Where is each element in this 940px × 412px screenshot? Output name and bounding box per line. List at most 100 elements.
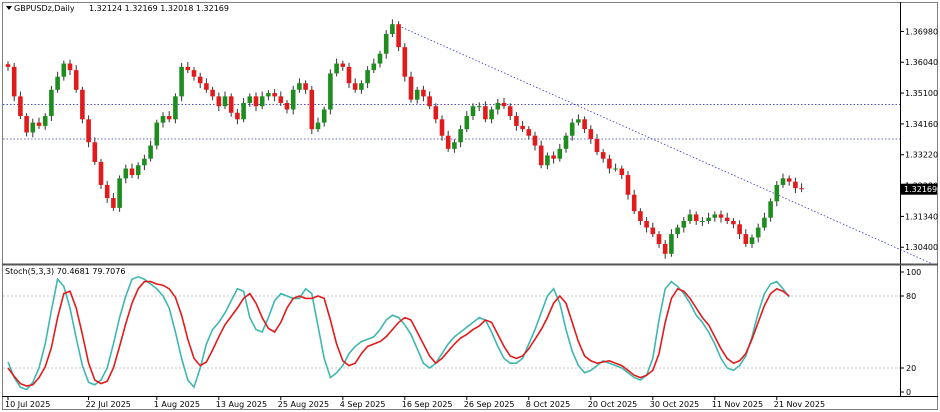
trendline-line[interactable] [398,25,932,265]
price-tick-label: 1.34160 [905,120,938,129]
candle-body [625,175,631,195]
candle-body [737,224,742,235]
candle-body [464,116,470,130]
candle-body [768,201,773,218]
candle-body [526,129,532,136]
candle-body [718,214,724,218]
candle-body [328,73,333,110]
candle-body [359,83,364,90]
candle-body [24,116,29,133]
candle-body [86,119,91,143]
candle-body [235,112,240,120]
candle-body [514,116,519,126]
candle-body [272,93,277,97]
candle-body [669,234,674,254]
candle-body [390,24,395,35]
candle-body [495,102,501,110]
symbol-timeframe: GBPUSDz,Daily [14,4,75,13]
candle-body [427,96,432,107]
candle-body [179,66,184,97]
current-price-label: 1.32169 [904,185,937,194]
candle-body [675,227,680,235]
price-tick-label: 1.30400 [905,243,938,252]
candle-body [18,96,23,117]
candle-body [36,122,42,126]
candle-body [98,161,104,185]
date-label: 30 Oct 2025 [650,400,699,409]
date-label: 20 Oct 2025 [588,400,637,409]
candle-body [613,168,618,170]
candle-body [594,139,600,153]
candle-body [396,24,401,48]
candle-body [92,142,98,162]
candle-body [352,83,358,90]
candle-body [724,217,730,221]
candle-body [111,198,116,208]
candle-body [303,83,308,90]
candle-body [743,234,749,244]
candle-body [61,63,67,77]
price-tick-label: 1.35100 [905,89,938,98]
candle-body [799,188,804,190]
date-label: 11 Nov 2025 [712,400,763,409]
candle-body [607,158,612,169]
candle-body [297,83,302,90]
stochastic-tick-label: 80 [906,292,916,301]
candle-body [266,93,271,97]
dropdown-triangle-icon[interactable] [6,6,12,10]
candle-body [551,155,556,159]
candle-body [210,89,215,97]
candle-body [30,122,36,133]
date-label: 13 Aug 2025 [216,400,267,409]
candle-body [377,53,383,64]
candle-body [383,34,389,54]
candle-body [148,145,153,159]
candle-body [49,89,54,117]
candle-body [644,221,649,228]
stochastic-tick-label: 0 [906,388,911,397]
candle-body [160,116,166,123]
stochastic-tick-label: 100 [906,268,921,277]
candle-body [706,217,711,221]
candle-body [638,211,643,221]
current-price-tag: 1.32169 [901,183,937,195]
candle-body [600,152,606,159]
date-label: 22 Jul 2025 [86,400,131,409]
candle-body [365,70,370,84]
candle-body [749,237,755,244]
candle-body [55,76,60,90]
candle-body [216,96,222,107]
date-label: 8 Oct 2025 [526,400,570,409]
candle-body [538,145,544,166]
candle-body [117,178,122,208]
candle-body [67,63,73,71]
date-label: 16 Sep 2025 [402,400,453,409]
candle-body [142,158,147,166]
candle-body [545,155,550,166]
candle-body [731,221,736,225]
candle-body [569,122,575,136]
candle-body [762,217,767,228]
stochastic-tick-label: 20 [906,364,916,373]
candle-body [340,63,346,67]
candle-body [445,135,451,149]
candle-body [507,106,513,117]
candle-body [173,96,178,120]
candle-body [588,129,594,139]
candle-body [42,116,48,126]
date-label: 21 Nov 2025 [774,400,825,409]
candle-body [693,214,699,221]
candle-body [73,70,79,90]
candle-body [433,106,439,120]
trendline [398,25,932,265]
candle-body [278,96,284,103]
price-tick-label: 1.36040 [905,58,938,67]
candle-body [476,106,482,108]
price-axis: 1.369801.360401.351001.341601.332201.322… [900,27,938,252]
candle-body [228,96,234,113]
candle-body [5,64,11,67]
candle-body [483,106,488,120]
time-axis: 10 Jul 2025 22 Jul 2025 1 Aug 2025 13 Aug 2… [5,396,825,409]
